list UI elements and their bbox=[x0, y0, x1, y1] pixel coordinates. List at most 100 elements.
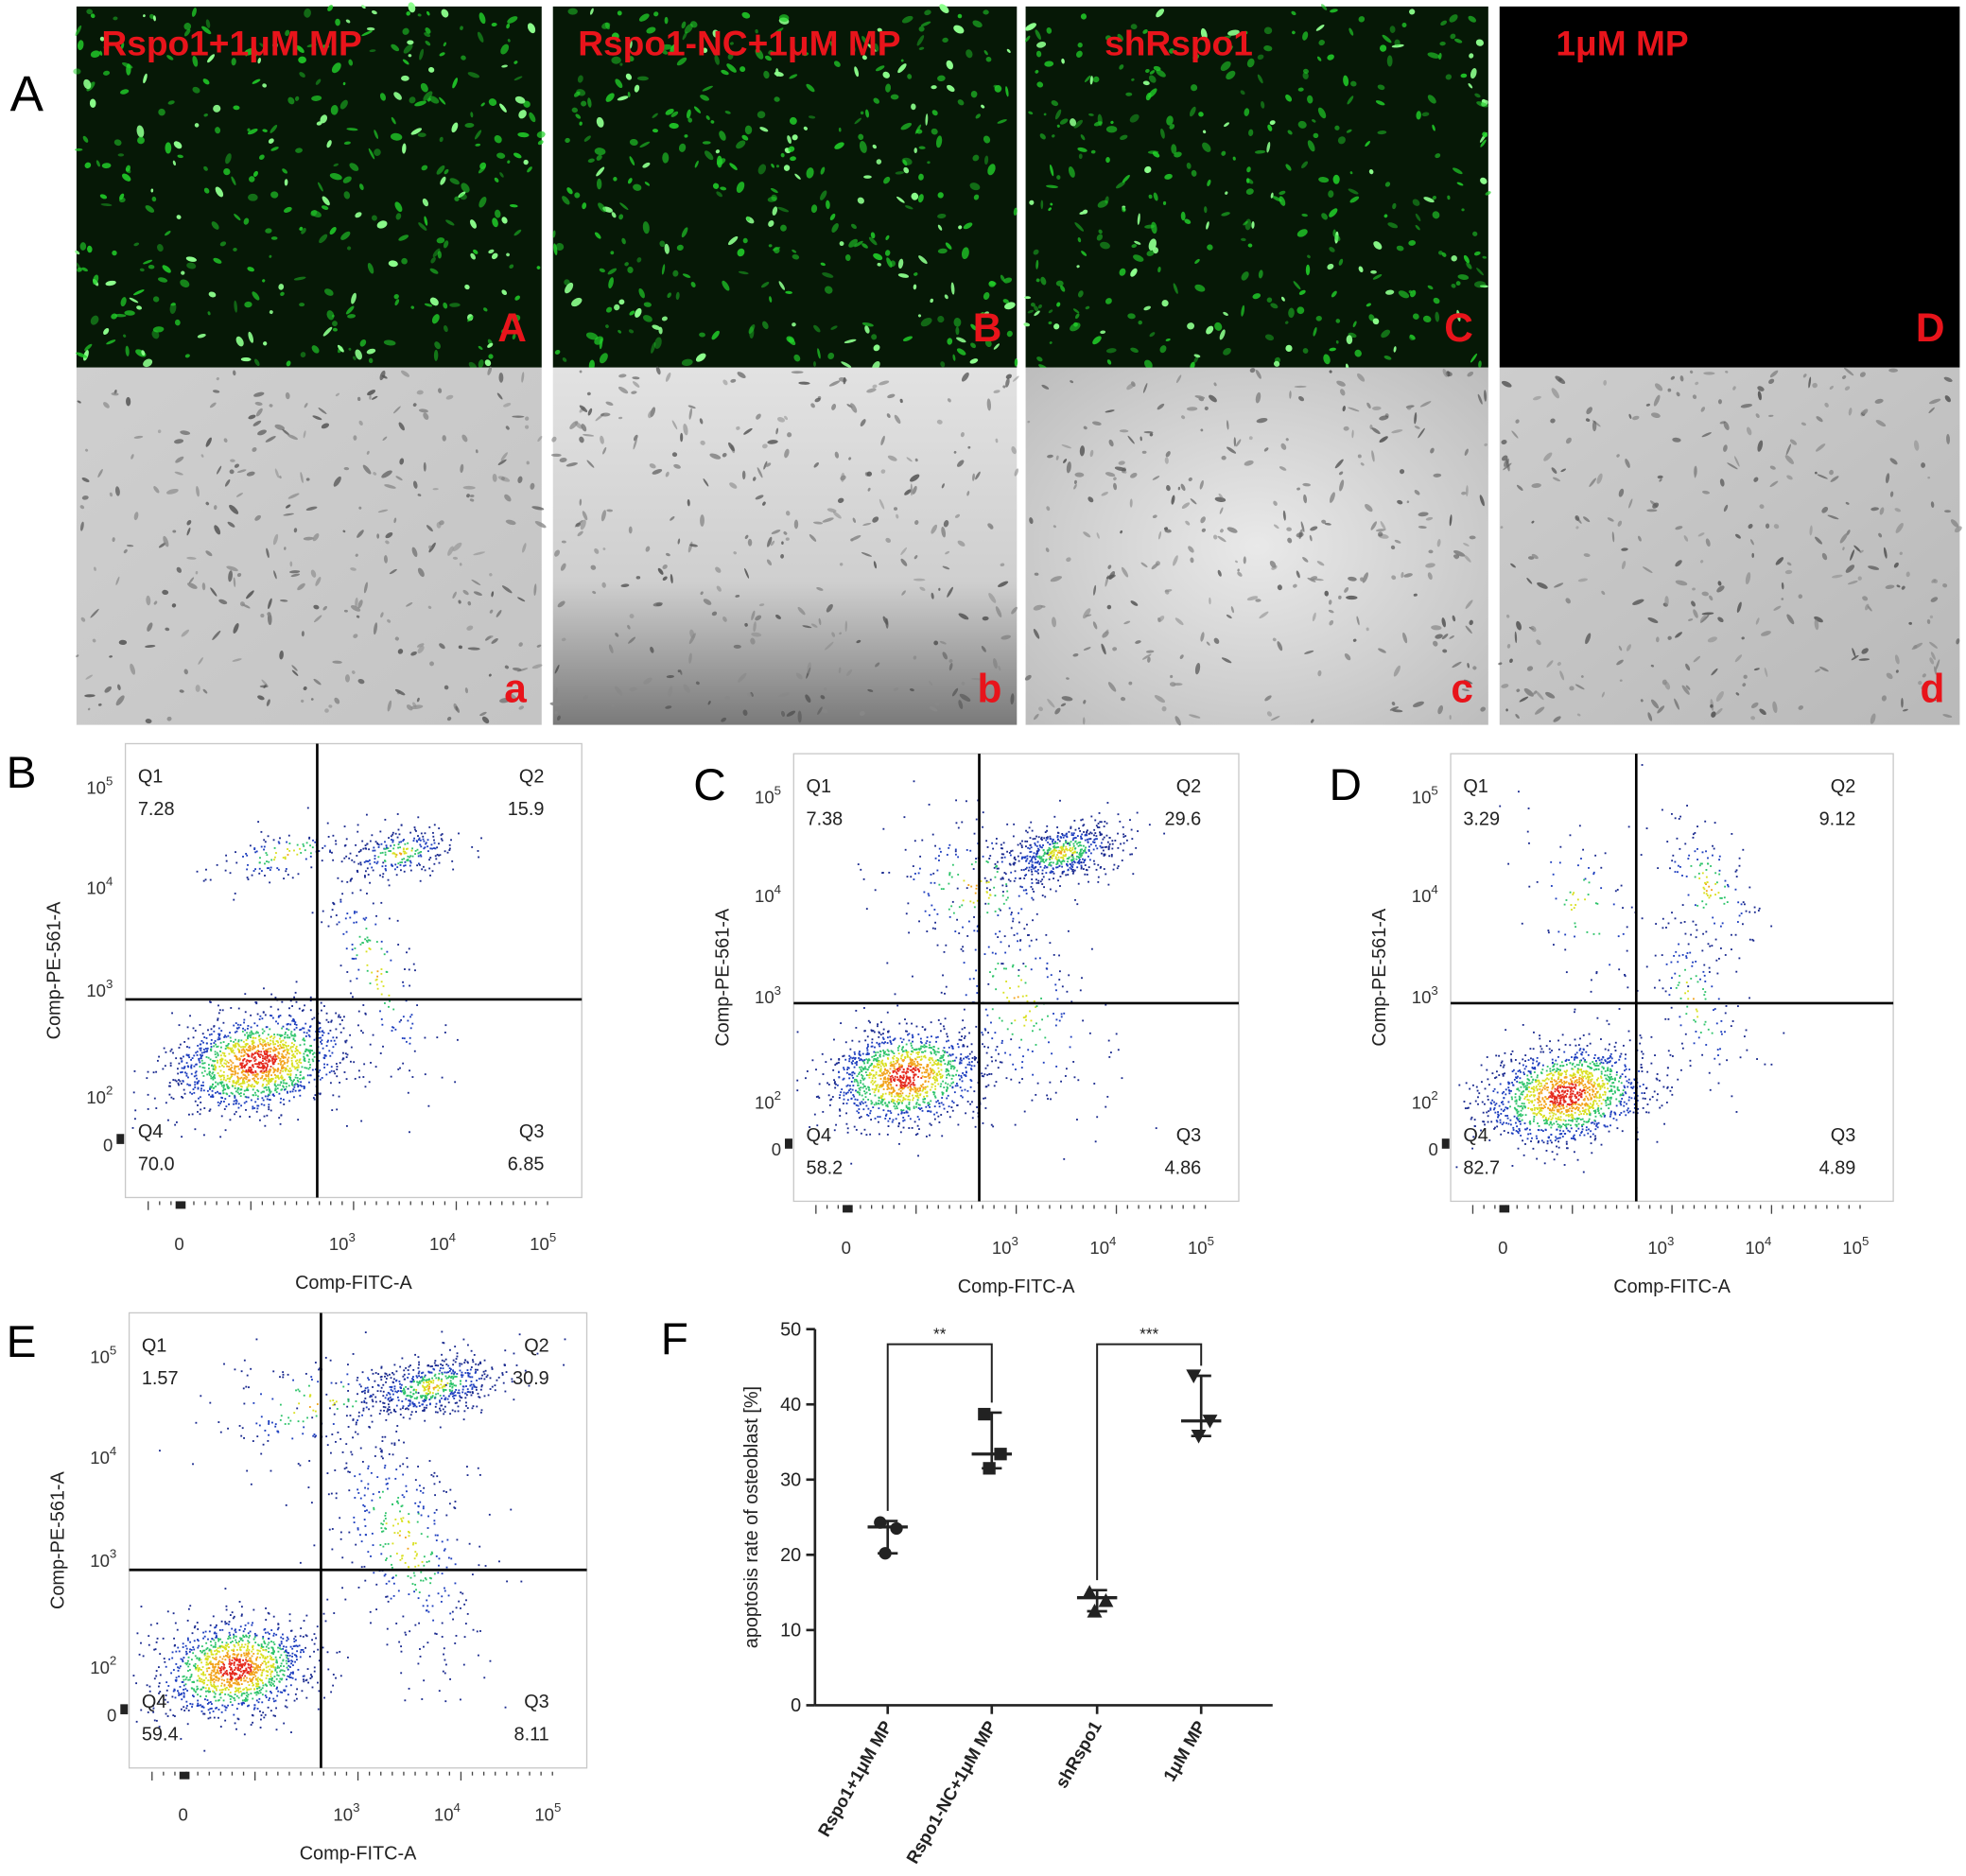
cell bbox=[391, 43, 400, 52]
event bbox=[131, 1126, 134, 1129]
event bbox=[362, 847, 365, 850]
event bbox=[297, 1119, 300, 1121]
cell bbox=[211, 221, 219, 230]
event bbox=[400, 841, 403, 843]
event bbox=[302, 1027, 304, 1030]
event bbox=[270, 1074, 272, 1077]
event bbox=[283, 1103, 286, 1105]
cell bbox=[361, 5, 366, 9]
event bbox=[364, 844, 367, 847]
event bbox=[305, 1032, 308, 1034]
event bbox=[361, 942, 364, 944]
event bbox=[234, 1085, 236, 1087]
event bbox=[272, 1050, 275, 1052]
event bbox=[301, 1066, 304, 1068]
event bbox=[399, 1067, 401, 1069]
event bbox=[858, 1111, 860, 1114]
cell bbox=[368, 148, 375, 160]
event bbox=[217, 1090, 218, 1093]
cell bbox=[99, 36, 105, 42]
event bbox=[178, 1024, 181, 1027]
event bbox=[444, 850, 446, 853]
event bbox=[438, 861, 441, 864]
event bbox=[227, 1034, 230, 1037]
event bbox=[957, 1123, 960, 1126]
event bbox=[233, 1024, 235, 1027]
event bbox=[247, 1085, 250, 1087]
cell bbox=[312, 533, 320, 542]
event bbox=[320, 1036, 322, 1039]
event bbox=[951, 1086, 954, 1088]
event bbox=[948, 1060, 950, 1063]
event bbox=[944, 1017, 947, 1020]
event bbox=[336, 1066, 339, 1068]
event bbox=[244, 1034, 246, 1036]
event bbox=[266, 1084, 269, 1086]
event bbox=[365, 916, 368, 919]
event bbox=[380, 947, 383, 950]
event bbox=[285, 1086, 287, 1088]
event bbox=[232, 1085, 234, 1087]
event bbox=[235, 1103, 237, 1105]
event bbox=[902, 1074, 905, 1077]
event bbox=[257, 1063, 259, 1066]
event bbox=[326, 822, 329, 825]
tick-exponent: 5 bbox=[549, 1230, 556, 1244]
event bbox=[242, 855, 244, 858]
event bbox=[235, 1038, 236, 1041]
event bbox=[239, 1115, 241, 1118]
cell bbox=[501, 585, 513, 594]
event bbox=[371, 866, 374, 869]
event bbox=[226, 1060, 229, 1063]
event bbox=[224, 1088, 227, 1091]
event bbox=[409, 1016, 411, 1018]
event bbox=[246, 1059, 249, 1062]
event bbox=[282, 1098, 285, 1101]
event bbox=[404, 860, 407, 863]
event bbox=[366, 867, 369, 870]
event bbox=[266, 867, 269, 870]
cell bbox=[284, 206, 292, 213]
cell bbox=[510, 698, 513, 702]
event bbox=[273, 1083, 276, 1086]
event bbox=[243, 1018, 246, 1021]
event bbox=[246, 1076, 249, 1079]
cell bbox=[180, 279, 190, 288]
event bbox=[354, 911, 356, 913]
event bbox=[164, 1065, 166, 1068]
event bbox=[339, 898, 342, 901]
event bbox=[383, 1002, 386, 1004]
event bbox=[309, 855, 312, 858]
event bbox=[200, 1101, 202, 1103]
event bbox=[256, 1095, 259, 1098]
event bbox=[174, 1123, 177, 1126]
event bbox=[892, 1071, 895, 1074]
event bbox=[385, 970, 388, 973]
event bbox=[419, 839, 422, 842]
event bbox=[333, 1070, 336, 1072]
cell bbox=[491, 252, 498, 260]
event bbox=[304, 1048, 307, 1051]
event bbox=[219, 1081, 221, 1084]
event bbox=[319, 1069, 322, 1071]
cell bbox=[166, 716, 172, 721]
event bbox=[391, 831, 394, 834]
event bbox=[194, 1128, 197, 1131]
event bbox=[217, 1061, 218, 1064]
cell bbox=[172, 160, 176, 166]
event bbox=[202, 1085, 204, 1086]
event bbox=[225, 860, 228, 862]
event bbox=[192, 1088, 195, 1090]
event bbox=[259, 857, 261, 860]
event bbox=[199, 1113, 201, 1116]
cell bbox=[244, 50, 249, 57]
cell bbox=[280, 599, 288, 602]
event bbox=[194, 1100, 197, 1103]
event bbox=[231, 1051, 234, 1053]
event bbox=[357, 1024, 359, 1027]
cell bbox=[113, 16, 118, 21]
event bbox=[448, 847, 451, 850]
event bbox=[243, 1077, 246, 1080]
cell bbox=[429, 297, 439, 306]
event bbox=[282, 1069, 285, 1072]
